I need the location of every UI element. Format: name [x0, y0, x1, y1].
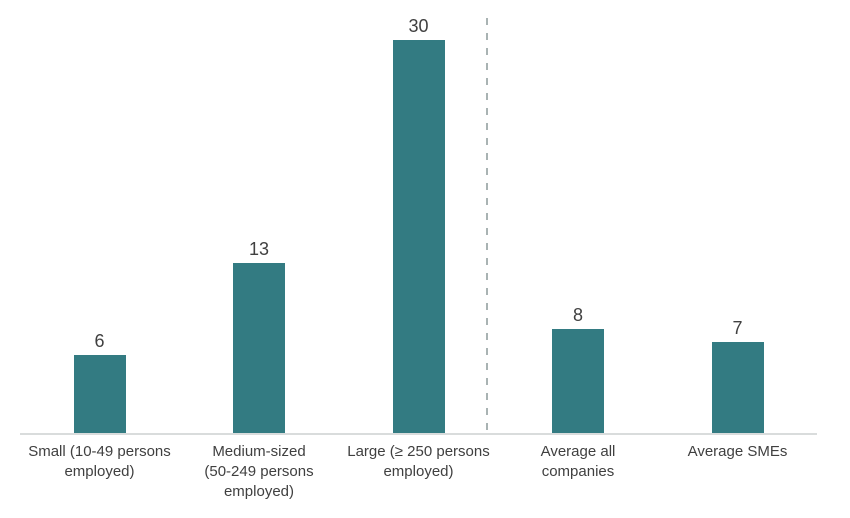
category-label: Average SMEs [687, 443, 788, 460]
separator-dashed-line [485, 18, 488, 434]
category-label: Small (10-49 persons employed) [28, 443, 171, 480]
category-label: Large (≥ 250 persons employed) [347, 443, 490, 480]
bar [73, 355, 126, 434]
bar [233, 263, 285, 434]
value-label: 7 [732, 318, 743, 338]
value-label: 30 [408, 16, 429, 36]
x-axis-line [20, 433, 817, 435]
category-label: Average all companies [540, 443, 616, 480]
category-label: Medium-sized (50-249 persons employed) [204, 443, 314, 500]
value-label: 6 [94, 331, 105, 351]
value-label: 13 [248, 239, 270, 259]
bar [392, 40, 445, 434]
value-label: 8 [572, 305, 583, 325]
bar [552, 329, 604, 434]
bar [711, 342, 764, 434]
